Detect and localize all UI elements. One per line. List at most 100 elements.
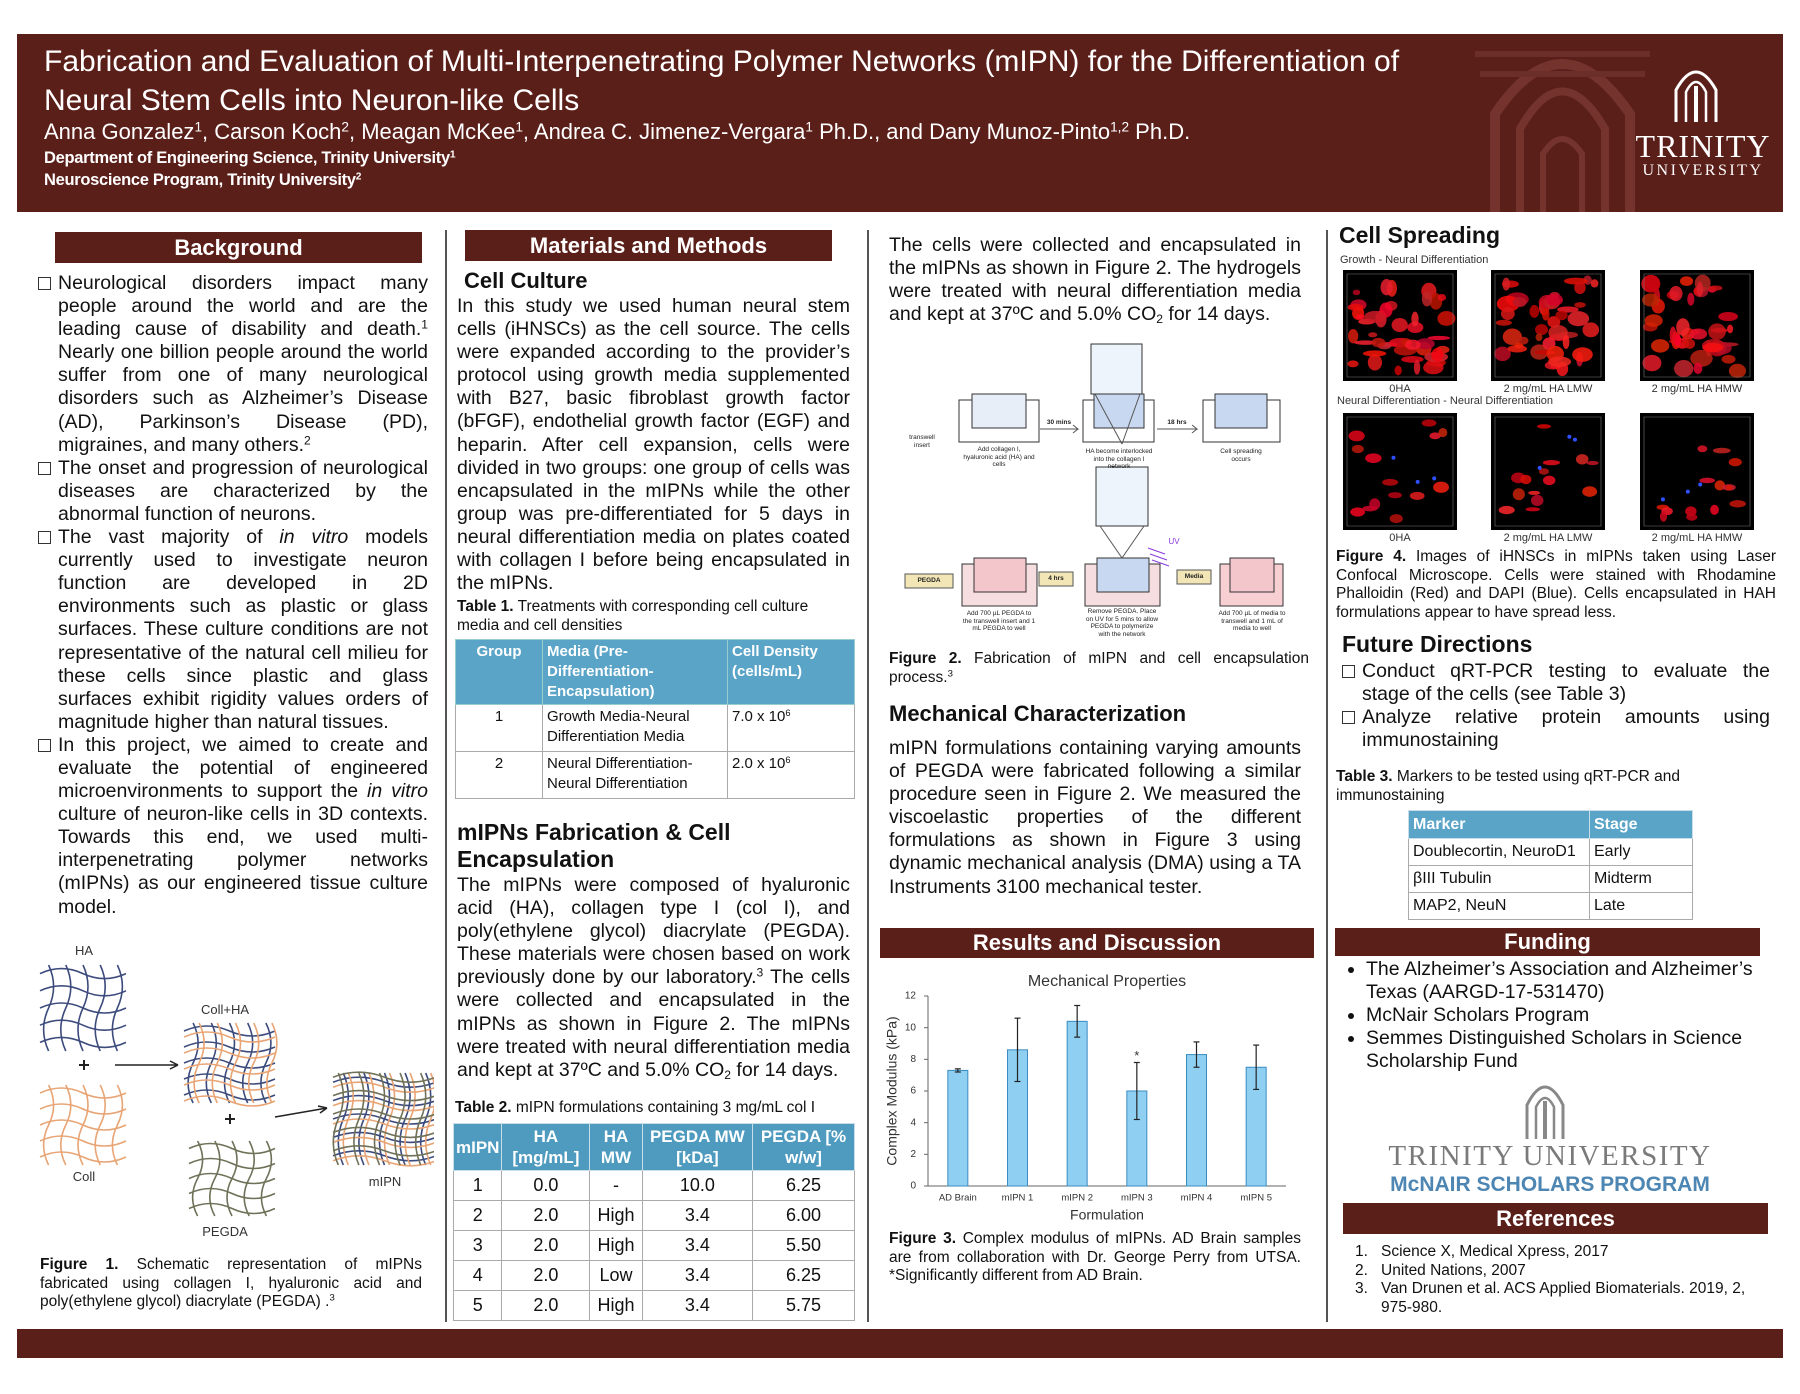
mesh-strand: [353, 1072, 365, 1166]
table-cell: 10.0: [641, 1170, 754, 1201]
header-row: Marker Stage: [1408, 810, 1693, 839]
arrow: [1157, 424, 1199, 434]
mesh-strand: [183, 1073, 276, 1085]
table-cell: 2: [455, 751, 543, 799]
logo-icon: [1674, 70, 1718, 122]
cell-stain: [1529, 304, 1540, 318]
cell-stain: [1421, 291, 1433, 307]
cell-stain: [1413, 359, 1421, 375]
table-cell: 4: [452, 1260, 503, 1291]
text: Marker: [1413, 815, 1466, 833]
logo-arch: [1674, 70, 1718, 122]
subscript: 2: [1156, 312, 1164, 327]
mesh-strand: [60, 964, 72, 1052]
paragraph: The cells were collected and encapsulate…: [889, 234, 1301, 326]
mesh-strand: [205, 1022, 218, 1104]
table-cell: Low: [589, 1260, 643, 1291]
text: The onset and progression of neurologica…: [58, 456, 428, 525]
authors: Anna Gonzalez1, Carson Koch2, Meagan McK…: [44, 119, 1190, 145]
figure-caption: Figure 3. Complex modulus of mIPNs. AD B…: [889, 1230, 1301, 1286]
logo-arch: [1684, 80, 1708, 122]
cell-stain: [1518, 336, 1529, 345]
text: mIPN: [456, 1137, 500, 1157]
header-cell: Cell Density (cells/mL): [727, 639, 855, 705]
cell-stain: [1411, 311, 1419, 327]
text: Schematic representation of mIPNs fabric…: [40, 1256, 422, 1310]
text: , Carson Koch: [202, 119, 342, 144]
polymer-mesh: [183, 1022, 276, 1104]
wells: [958, 343, 1284, 607]
italic-text: in vitro: [279, 526, 349, 549]
header-cell: HA MW: [589, 1123, 643, 1171]
bar: [1066, 1020, 1088, 1187]
column-divider: [867, 230, 869, 1322]
text: mIPN formulations containing 3 mg/mL col…: [511, 1099, 816, 1116]
cell-stain: [1699, 477, 1715, 484]
logo-arch: [1525, 1085, 1565, 1139]
cell-stain: [1407, 321, 1424, 334]
table-cell: 0.0: [501, 1170, 591, 1201]
text: 2.0 x 10: [732, 755, 786, 772]
text: Images of iHNSCs in mIPNs taken using La…: [1336, 548, 1776, 621]
x-axis-label: Formulation: [1070, 1207, 1144, 1223]
mesh-strand: [183, 1089, 276, 1101]
mesh-strand: [39, 1103, 127, 1115]
mesh-strand: [42, 964, 55, 1052]
background-list: Neurological disorders impact many peopl…: [36, 272, 428, 919]
table-row: 1 Growth Media-Neural Differentiation Med…: [455, 704, 855, 752]
text: 3.4: [684, 1205, 710, 1225]
error-bar: [1014, 1017, 1021, 1083]
cell-stain: [1365, 453, 1382, 463]
x-tick-label: mIPN 1: [1002, 1193, 1034, 1204]
cell-stain: [1429, 432, 1441, 440]
superscript: 3: [947, 668, 953, 680]
bold-text: Figure 2.: [889, 650, 962, 667]
nucleus-stain: [1660, 497, 1665, 502]
text: models currently used to investigate neu…: [58, 526, 428, 733]
cell-stain: [1572, 347, 1593, 362]
cell-stain: [1669, 286, 1683, 302]
frame: [1643, 416, 1751, 527]
section-heading: Results and Discussion: [880, 928, 1314, 958]
text: Conduct qRT-PCR testing to evaluate the …: [1362, 660, 1770, 706]
text: Anna Gonzalez: [44, 119, 195, 144]
table-row: MAP2, NeuN Late: [1408, 892, 1693, 920]
cell-stain: [1423, 360, 1444, 375]
y-tick-label: 2: [910, 1149, 916, 1160]
x-tick-label: mIPN 4: [1181, 1193, 1213, 1204]
bold-text: Figure 1.: [40, 1256, 119, 1273]
zoom-line: [1094, 393, 1145, 559]
table-cell: MAP2, NeuN: [1408, 892, 1590, 920]
cell-stain: [1702, 342, 1724, 353]
arrow-box: [1176, 569, 1212, 585]
cell-stain: [1391, 317, 1408, 333]
nucleus-stain: [1685, 489, 1690, 494]
text: Doublecortin, NeuroD1: [1413, 843, 1576, 860]
mesh-strand: [243, 1140, 255, 1217]
bullet-item: The Alzheimer’s Association and Alzheime…: [1342, 958, 1767, 1004]
table-cell: High: [589, 1230, 643, 1261]
text: 2.0: [533, 1295, 559, 1315]
cell-stain: [1437, 311, 1456, 326]
cell-stain: [1371, 337, 1386, 348]
cell-stain: [1555, 310, 1568, 321]
table-row: 3 2.0 High 3.4 5.50: [452, 1230, 855, 1261]
x-tick-label: mIPN 2: [1061, 1193, 1093, 1204]
mesh-strand: [183, 1041, 276, 1053]
text: 2.0: [533, 1235, 559, 1255]
cell-stain: [1541, 307, 1550, 321]
cell-stain: [1427, 335, 1451, 341]
reference-number: 2.: [1355, 1261, 1368, 1279]
text: HA MW: [600, 1127, 632, 1167]
table-cell: 6.00: [752, 1200, 855, 1231]
table-cell: 6.25: [752, 1170, 855, 1201]
cell-stain: [1525, 507, 1541, 512]
y-tick-label: 10: [905, 1022, 917, 1033]
table-cell: Midterm: [1589, 865, 1693, 893]
subsection-heading: mIPNs Fabrication & Cell Encapsulation: [457, 819, 731, 872]
mesh-strand: [394, 1072, 406, 1166]
cell-stain: [1696, 281, 1704, 297]
mesh-strand: [191, 1140, 204, 1217]
cell-stain: [1433, 481, 1449, 493]
text: In this project, we aimed to create and …: [58, 733, 428, 803]
